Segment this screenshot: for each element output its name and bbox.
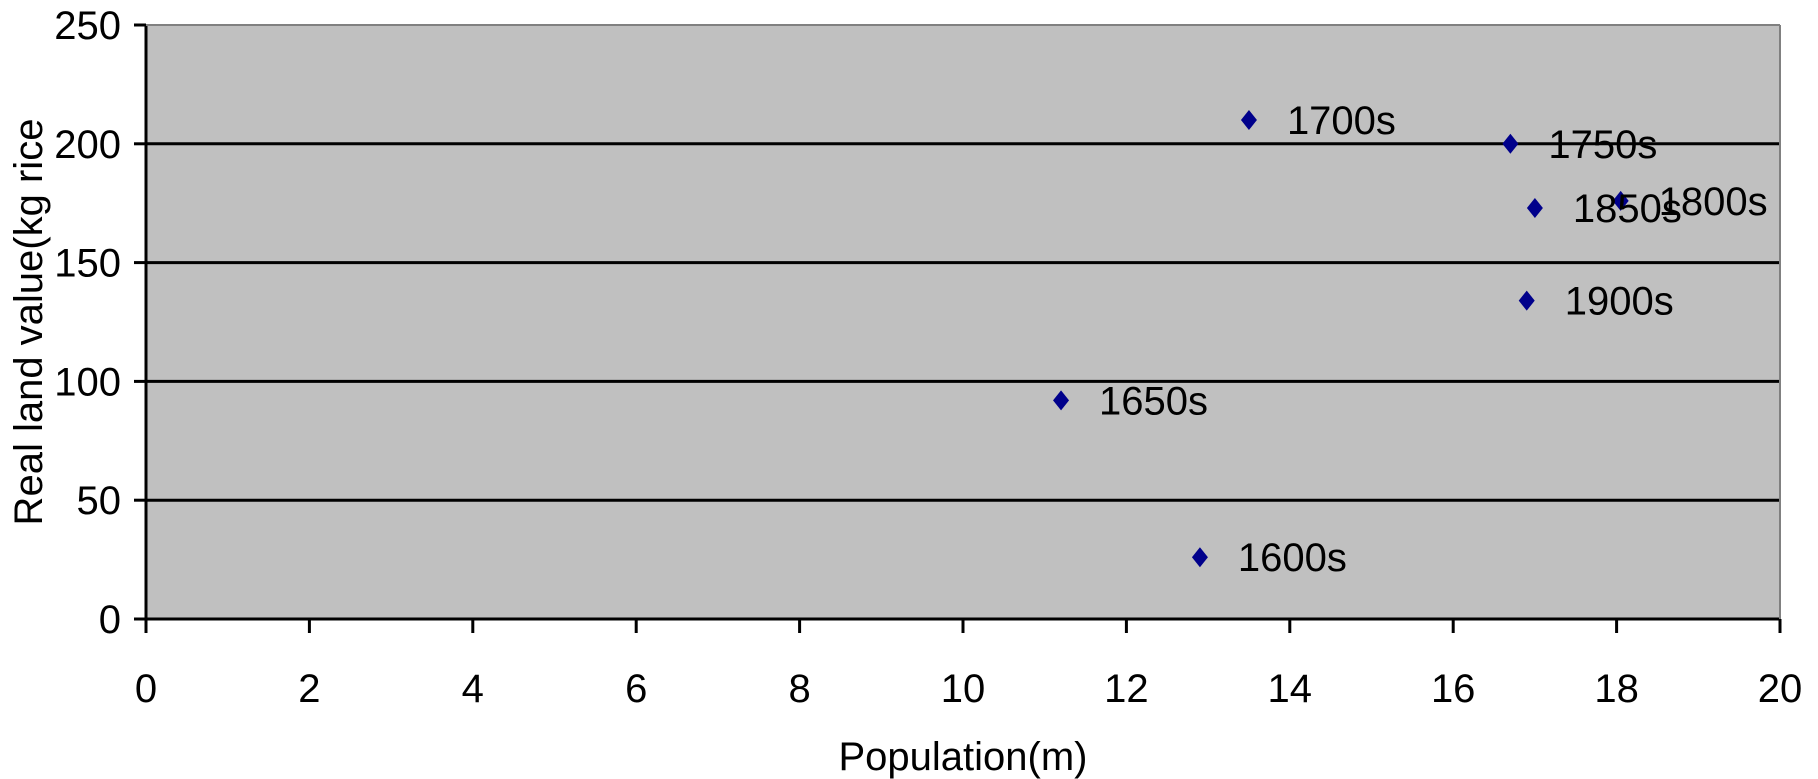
plot-area xyxy=(146,25,1780,619)
point-label-1800s: 1800s xyxy=(1659,180,1768,224)
point-label-1600s: 1600s xyxy=(1238,536,1347,580)
x-axis-ticks: 0 2 4 6 8 10 12 14 16 18 20 xyxy=(135,619,1802,711)
point-1600s xyxy=(1191,547,1208,568)
x-tick-label-10: 10 xyxy=(941,667,986,711)
x-tick-label-0: 0 xyxy=(135,667,157,711)
y-tick-label-250: 250 xyxy=(54,4,121,48)
y-tick-label-50: 50 xyxy=(77,479,122,523)
x-tick-label-12: 12 xyxy=(1104,667,1149,711)
x-tick-label-18: 18 xyxy=(1594,667,1639,711)
point-1900s xyxy=(1518,290,1535,311)
y-axis-ticks: 0 50 100 150 200 250 xyxy=(54,4,146,642)
x-tick-label-14: 14 xyxy=(1268,667,1313,711)
y-axis-title: Real land value(kg rice xyxy=(7,119,51,526)
y-tick-label-0: 0 xyxy=(99,598,121,642)
x-axis-title: Population(m) xyxy=(838,735,1087,779)
point-label-1850s: 1850s xyxy=(1573,187,1682,231)
point-label-1750s: 1750s xyxy=(1548,123,1657,167)
point-1800s xyxy=(1612,190,1629,211)
x-tick-label-2: 2 xyxy=(298,667,320,711)
point-label-1700s: 1700s xyxy=(1287,99,1396,143)
x-tick-label-8: 8 xyxy=(788,667,810,711)
x-tick-label-16: 16 xyxy=(1431,667,1476,711)
point-label-1650s: 1650s xyxy=(1099,379,1208,423)
y-tick-label-200: 200 xyxy=(54,123,121,167)
y-tick-label-100: 100 xyxy=(54,360,121,404)
point-1850s xyxy=(1526,197,1543,218)
point-label-1900s: 1900s xyxy=(1565,280,1674,324)
x-tick-label-20: 20 xyxy=(1758,667,1803,711)
point-1650s xyxy=(1053,390,1070,411)
x-tick-label-6: 6 xyxy=(625,667,647,711)
x-tick-label-4: 4 xyxy=(462,667,484,711)
point-1750s xyxy=(1502,133,1519,154)
y-tick-label-150: 150 xyxy=(54,242,121,286)
point-1700s xyxy=(1240,110,1257,131)
